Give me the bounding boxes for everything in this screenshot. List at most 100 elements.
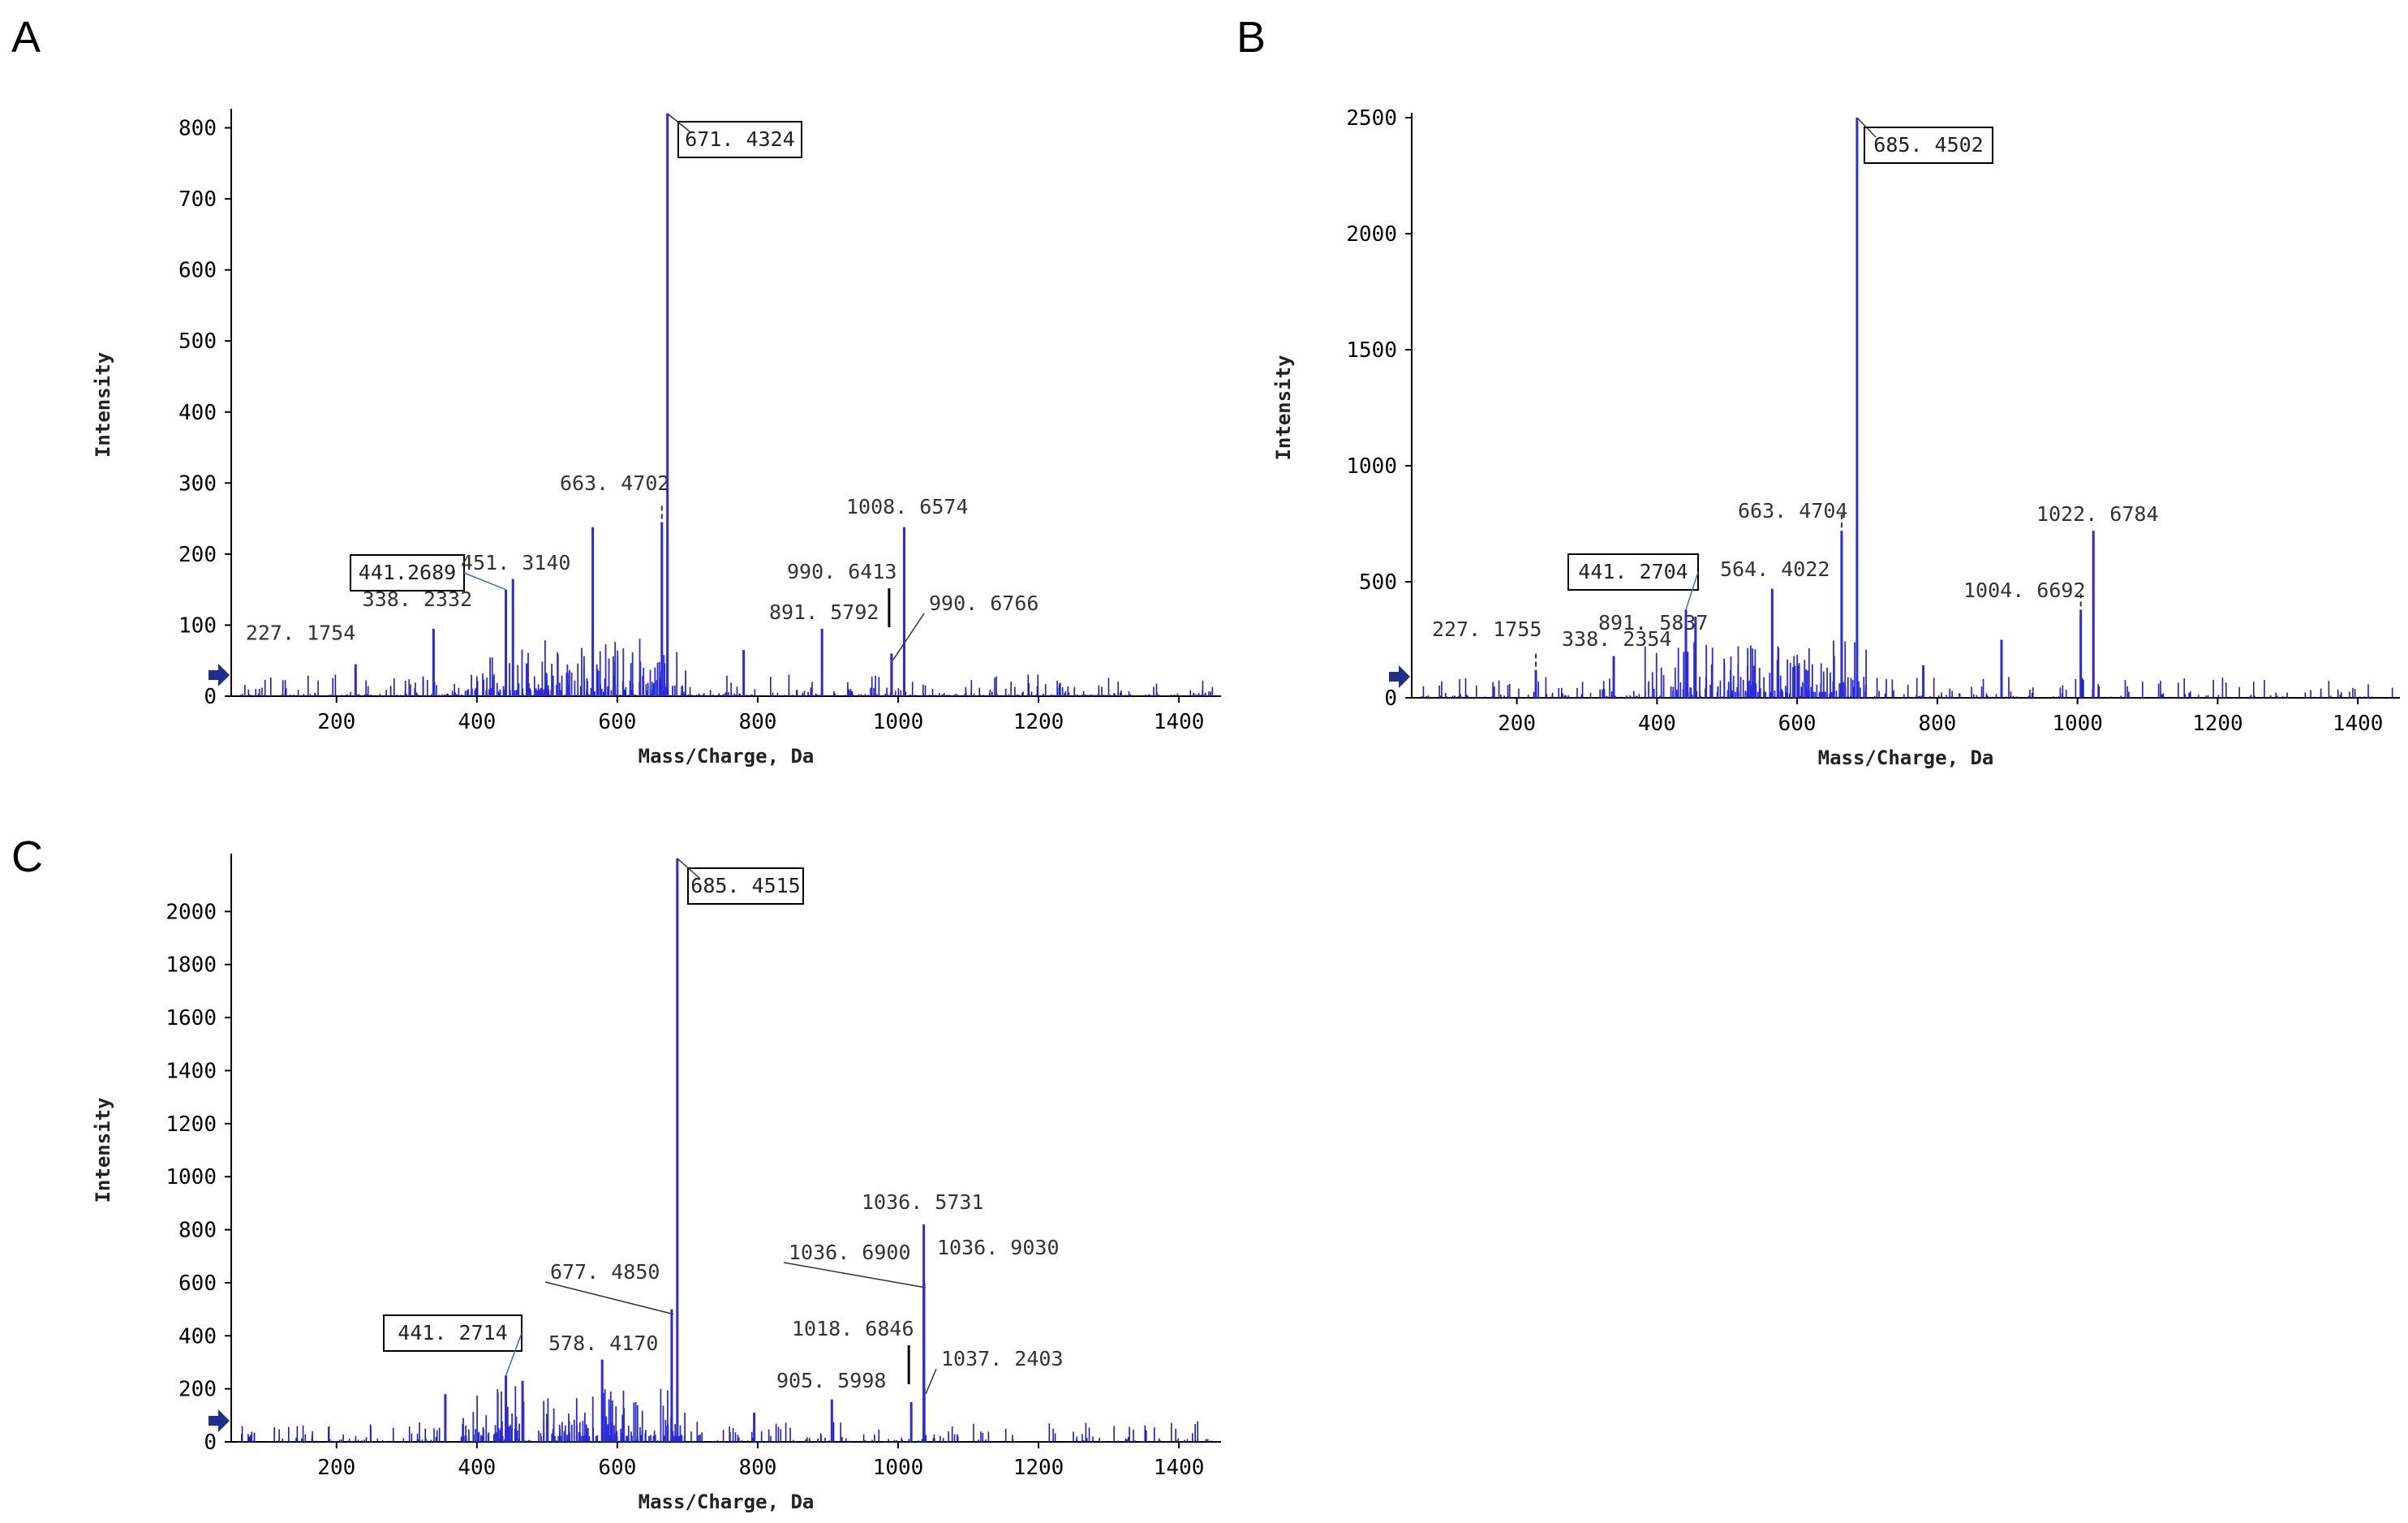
y-tick-label: 2500	[1346, 106, 1397, 131]
panel-letter-c: C	[11, 832, 43, 881]
spectrum-panel-a: 0 100 200 300 400 500 600 700 800 200 400 600 800 100…	[92, 109, 1221, 768]
peak-label: 891. 5837	[1598, 611, 1708, 635]
peak-label: 685. 4502	[1873, 133, 1983, 157]
y-tick-label: 700	[178, 187, 217, 212]
y-tick-label: 400	[178, 1324, 217, 1349]
peak-label: 671. 4324	[685, 127, 794, 151]
peak-label-box	[1567, 553, 1699, 591]
x-tick-label: 1400	[1154, 710, 1205, 734]
y-tick-label: 0	[1384, 686, 1397, 711]
y-axis-title: Intensity	[1272, 355, 1295, 460]
peak-label: 677. 4850	[550, 1260, 660, 1284]
peak-leader-line	[1685, 571, 1699, 610]
baseline-arrow-icon	[1389, 665, 1410, 688]
x-tick-label: 400	[458, 1456, 496, 1480]
y-tick-label: 600	[178, 259, 217, 283]
x-axis-title: Mass/Charge, Da	[639, 1491, 815, 1513]
peak-label: 451. 3140	[461, 551, 570, 574]
peak-label-box	[677, 121, 802, 158]
y-tick-label: 1400	[166, 1059, 217, 1083]
peak-label: 1036. 5731	[862, 1190, 984, 1214]
peak-label: 227. 1754	[246, 622, 355, 645]
y-tick-label: 500	[1359, 570, 1397, 595]
x-tick-label: 400	[458, 710, 496, 734]
x-tick-label: 1200	[1013, 710, 1064, 734]
spectrum-panel-c: 0 200 400 600 800 1000 1200 1400 1600 1800 2000 200…	[92, 854, 1221, 1513]
x-tick-label: 1400	[2333, 712, 2384, 736]
baseline-arrow-icon	[209, 1409, 230, 1432]
peak-label-box	[687, 867, 804, 905]
y-tick-label: 2000	[1346, 222, 1397, 247]
y-tick-label: 1000	[166, 1165, 217, 1190]
y-tick-label: 800	[178, 117, 217, 141]
y-axis-title: Intensity	[92, 1097, 114, 1202]
peak-label: 441. 2704	[1578, 560, 1688, 583]
peak-label: 1008. 6574	[846, 495, 969, 518]
peak-leader-line	[783, 1262, 926, 1289]
x-tick-label: 800	[738, 710, 776, 734]
y-tick-label: 400	[178, 401, 217, 425]
peak-label: 990. 6766	[929, 592, 1038, 615]
x-tick-label: 1000	[873, 1456, 924, 1480]
peak-label: 663. 4702	[560, 471, 669, 495]
y-tick-label: 0	[204, 685, 217, 709]
peak-leader-line	[505, 1332, 522, 1376]
peak-label-box	[383, 1314, 522, 1352]
x-tick-label: 200	[317, 710, 355, 734]
y-tick-label: 200	[178, 1378, 217, 1402]
panel-letter-b: B	[1236, 13, 1266, 62]
x-tick-label: 200	[317, 1456, 355, 1480]
peak-label: 905. 5998	[776, 1369, 886, 1392]
peak-label: 990. 6413	[787, 560, 897, 583]
baseline-arrow-icon	[209, 664, 230, 686]
y-tick-label: 2000	[166, 900, 217, 924]
peak-label: 227. 1755	[1432, 617, 1542, 641]
x-axis-title: Mass/Charge, Da	[639, 745, 815, 768]
peak-leader-line	[544, 1281, 674, 1315]
x-tick-label: 600	[1778, 712, 1817, 736]
x-tick-label: 600	[598, 710, 636, 734]
x-tick-label: 800	[1918, 712, 1956, 736]
peak-label: 891. 5792	[769, 600, 879, 624]
peak-label: 564. 4022	[1720, 557, 1830, 581]
y-tick-label: 300	[178, 471, 217, 496]
peak-leader-line	[1856, 117, 1877, 138]
peak-label: 441.2689	[359, 561, 456, 584]
y-tick-label: 1000	[1346, 454, 1397, 479]
x-tick-label: 800	[738, 1456, 776, 1480]
y-tick-label: 200	[178, 543, 217, 567]
peak-leader-line	[667, 113, 690, 132]
y-tick-label: 1500	[1346, 338, 1397, 363]
peak-leader-line	[677, 858, 700, 879]
peak-label: 685. 4515	[690, 874, 800, 897]
peak-label: 1036. 6900	[789, 1241, 911, 1264]
y-tick-label: 0	[204, 1431, 217, 1455]
x-tick-label: 400	[1638, 712, 1676, 736]
y-tick-label: 1600	[166, 1006, 217, 1030]
y-tick-label: 1200	[166, 1112, 217, 1137]
peak-label: 1018. 6846	[792, 1317, 914, 1340]
peak-label: 1036. 9030	[937, 1236, 1060, 1259]
x-tick-label: 1400	[1154, 1456, 1205, 1480]
peak-label: 1037. 2403	[941, 1347, 1064, 1370]
x-tick-label: 1200	[2192, 712, 2243, 736]
peak-label: 338. 2354	[1562, 627, 1671, 651]
x-tick-label: 1200	[1013, 1456, 1064, 1480]
peak-label: 578. 4170	[548, 1332, 658, 1355]
x-tick-label: 200	[1498, 712, 1536, 736]
peak-label: 1022. 6784	[2036, 502, 2159, 526]
x-tick-label: 600	[598, 1456, 636, 1480]
y-tick-label: 100	[178, 613, 217, 638]
peak-leader-line	[463, 572, 506, 591]
peak-label: 441. 2714	[398, 1321, 507, 1344]
y-tick-label: 1800	[166, 953, 217, 978]
peak-label: 663. 4704	[1738, 499, 1847, 523]
peak-leader-line	[925, 1368, 937, 1394]
x-tick-label: 1000	[873, 710, 924, 734]
spectrum-panel-b: 0 500 1000 1500 2000 2500 200 400 600 800 1000 1200…	[1272, 106, 2400, 769]
peak-label: 1004. 6692	[1963, 579, 2086, 602]
y-axis-title: Intensity	[92, 352, 114, 458]
x-tick-label: 1000	[2052, 712, 2103, 736]
y-tick-label: 800	[178, 1219, 217, 1243]
